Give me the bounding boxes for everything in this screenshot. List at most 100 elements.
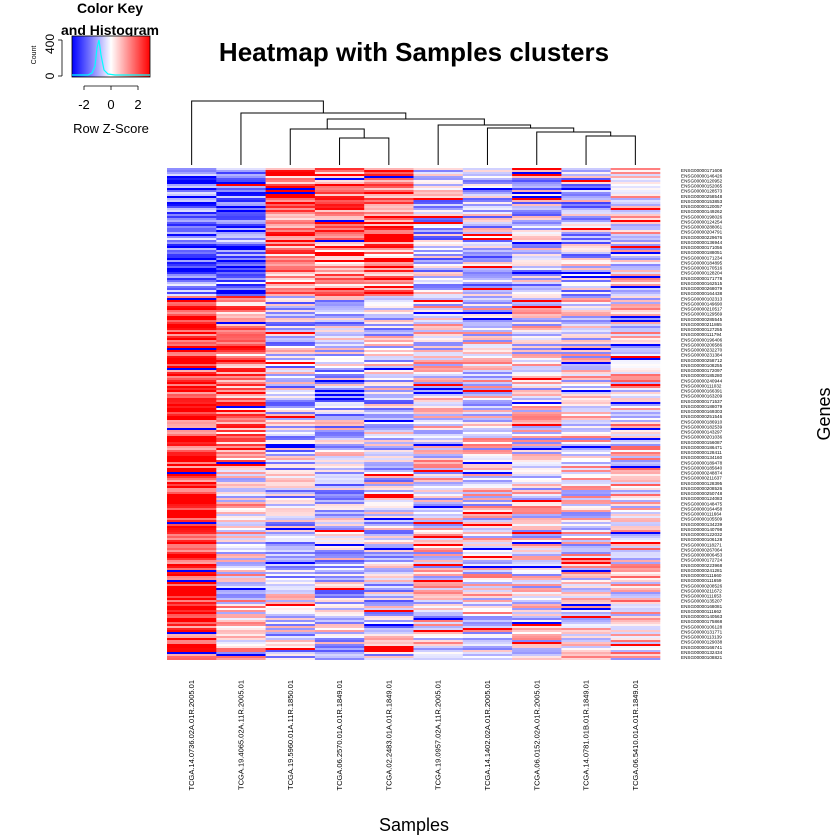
heatmap-cell [216, 344, 266, 346]
gene-label: ENSG00000111662 [681, 609, 722, 614]
heatmap-cell [610, 298, 661, 300]
heatmap-cell [216, 430, 266, 432]
heatmap-cell [216, 348, 266, 350]
heatmap-cell [610, 422, 661, 424]
heatmap-cell [561, 588, 611, 590]
heatmap-cell [512, 608, 562, 610]
heatmap-cell [167, 216, 217, 218]
heatmap-cell [265, 652, 316, 654]
heatmap-cell [216, 588, 266, 590]
heatmap-cell [512, 398, 562, 400]
heatmap-cell [462, 420, 513, 422]
heatmap-cell [364, 174, 414, 176]
heatmap-cell [413, 220, 464, 222]
heatmap-cell [610, 410, 661, 412]
heatmap-cell [610, 168, 661, 170]
heatmap-cell [265, 616, 316, 618]
heatmap-cell [561, 180, 611, 182]
heatmap-cell [265, 516, 316, 518]
heatmap-cell [314, 566, 365, 568]
heatmap-cell [265, 442, 316, 444]
heatmap-cell [265, 488, 316, 490]
heatmap-cell [610, 386, 661, 388]
heatmap-cell [610, 550, 661, 552]
heatmap-cell [364, 628, 414, 630]
heatmap-cell [364, 352, 414, 354]
heatmap-cell [413, 646, 464, 648]
heatmap-cell [462, 460, 513, 462]
heatmap-cell [314, 506, 365, 508]
heatmap-cell [413, 496, 464, 498]
heatmap-cell [413, 554, 464, 556]
heatmap-cell [167, 476, 217, 478]
heatmap-cell [167, 278, 217, 280]
heatmap-cell [364, 438, 414, 440]
heatmap-cell [512, 586, 562, 588]
heatmap-cell [167, 650, 217, 652]
heatmap-cell [314, 206, 365, 208]
heatmap-cell [413, 580, 464, 582]
sample-labels: TCGA.14.0736.02A.01R.2005.01 TCGA.19.4065… [187, 680, 640, 791]
heatmap-cell [314, 278, 365, 280]
heatmap-cell [314, 588, 365, 590]
heatmap-cell [265, 396, 316, 398]
heatmap-cell [364, 380, 414, 382]
heatmap-cell [610, 204, 661, 206]
heatmap-cell [610, 426, 661, 428]
heatmap-cell [265, 230, 316, 232]
heatmap-cell [413, 586, 464, 588]
gene-label: ENSG00000204791 [681, 230, 723, 235]
heatmap-cell [512, 226, 562, 228]
heatmap-cell [364, 582, 414, 584]
heatmap-cell [216, 640, 266, 642]
heatmap-cell [265, 384, 316, 386]
heatmap-cell [413, 194, 464, 196]
heatmap-cell [413, 620, 464, 622]
heatmap-cell [265, 208, 316, 210]
heatmap-cell [314, 502, 365, 504]
heatmap-cell [265, 456, 316, 458]
heatmap-cell [561, 512, 611, 514]
heatmap-cell [610, 524, 661, 526]
heatmap-cell [610, 584, 661, 586]
heatmap-cell [167, 608, 217, 610]
heatmap-cell [216, 644, 266, 646]
heatmap-cell [462, 610, 513, 612]
heatmap-cell [167, 594, 217, 596]
heatmap-cell [561, 518, 611, 520]
heatmap-cell [462, 560, 513, 562]
heatmap-cell [413, 624, 464, 626]
heatmap-cell [216, 630, 266, 632]
heatmap-cell [561, 436, 611, 438]
heatmap-cell [265, 594, 316, 596]
heatmap-cell [512, 228, 562, 230]
heatmap-cell [512, 298, 562, 300]
heatmap-cell [364, 610, 414, 612]
heatmap-cell [413, 222, 464, 224]
heatmap-cell [512, 376, 562, 378]
heatmap-cell [512, 266, 562, 268]
gene-label: ENSG00000171537 [681, 399, 723, 404]
heatmap-cell [167, 422, 217, 424]
heatmap-cell [610, 620, 661, 622]
heatmap-cell [167, 442, 217, 444]
heatmap-cell [512, 590, 562, 592]
heatmap-cell [610, 332, 661, 334]
heatmap-cell [561, 524, 611, 526]
heatmap-cell [512, 342, 562, 344]
heatmap-cell [561, 444, 611, 446]
heatmap-cell [610, 506, 661, 508]
heatmap-cell [561, 462, 611, 464]
heatmap-cell [167, 374, 217, 376]
heatmap-cell [167, 304, 217, 306]
heatmap-cell [610, 440, 661, 442]
heatmap-cell [265, 304, 316, 306]
heatmap-cell [265, 574, 316, 576]
heatmap-cell [610, 516, 661, 518]
heatmap-cell [512, 214, 562, 216]
heatmap-cell [167, 332, 217, 334]
heatmap-cell [413, 522, 464, 524]
heatmap-cell [462, 244, 513, 246]
heatmap-cell [512, 178, 562, 180]
heatmap-cell [167, 194, 217, 196]
